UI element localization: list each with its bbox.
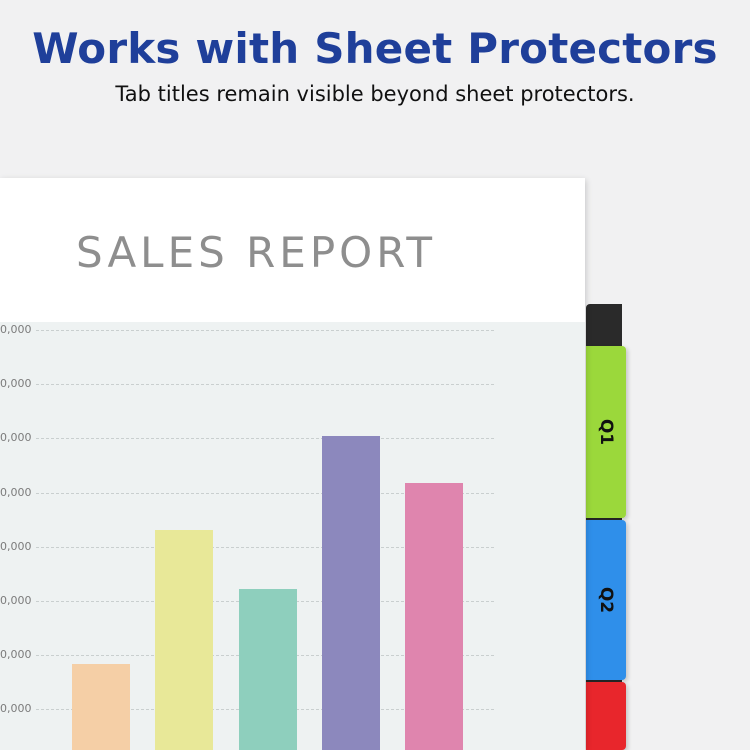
y-tick-label: 0,000 (0, 648, 32, 662)
tab-q1-label: Q1 (596, 418, 616, 446)
grid-line (36, 492, 494, 494)
y-tick-label: 0,000 (0, 539, 32, 553)
sales-report-sheet: SALES REPORT 0,000 0,000 0,000 0,000 0,000 0,… (0, 178, 585, 750)
y-tick-label: 0,000 (0, 431, 32, 445)
tab-q1[interactable]: Q1 (586, 346, 626, 518)
bar (72, 663, 130, 750)
y-tick-label: 0,000 (0, 702, 32, 716)
sales-bar-chart: 0,000 0,000 0,000 0,000 0,000 0,000 0,000 0,000 (0, 322, 585, 750)
y-tick-label: 0,000 (0, 323, 32, 336)
tab-q3[interactable] (586, 682, 626, 750)
tab-q2[interactable]: Q2 (586, 520, 626, 680)
y-tick-label: 0,000 (0, 485, 32, 499)
tab-q2-label: Q2 (596, 586, 616, 614)
grid-line (36, 330, 494, 331)
report-title: SALES REPORT (76, 228, 437, 277)
bar (405, 483, 464, 750)
bar (155, 530, 214, 750)
headline: Works with Sheet Protectors (32, 24, 718, 73)
grid-line (36, 546, 494, 548)
y-tick-label: 0,000 (0, 377, 32, 391)
y-tick-label: 0,000 (0, 594, 32, 607)
bar (238, 589, 297, 750)
subheadline: Tab titles remain visible beyond sheet p… (115, 82, 635, 106)
grid-line (36, 438, 494, 440)
bar (321, 436, 380, 750)
grid-line (36, 384, 494, 386)
